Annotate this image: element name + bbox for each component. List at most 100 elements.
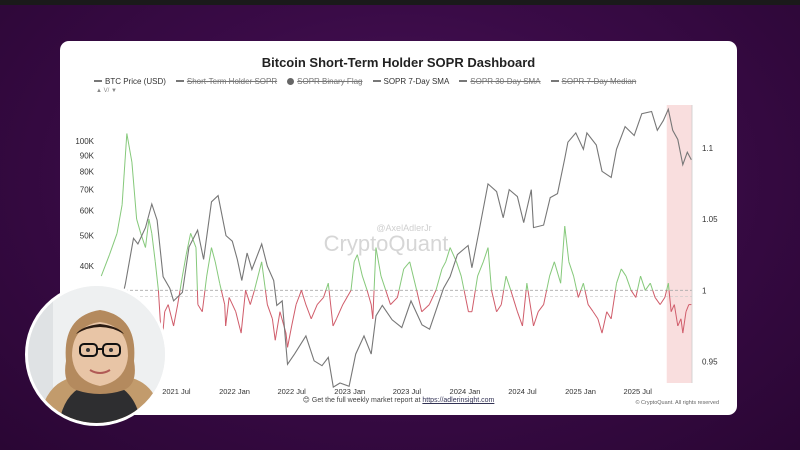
sma-segment [253,261,263,291]
chart-svg: CryptoQuant@AxelAdlerJr 100K 90K 80K 70K 60K 5… [75,105,718,401]
sma-segment [144,218,150,248]
footer-note: 😊 Get the full weekly market report at h… [60,396,737,404]
sma-segment [582,283,586,291]
sma-segment [601,311,608,334]
sma-segment [505,275,512,291]
sma-segment [416,290,423,312]
sma-segment [616,268,622,284]
sma-segment [510,290,518,312]
sma-segment [148,218,153,234]
sma-segment [372,290,375,319]
sma-segment [573,275,578,291]
sma-segment [235,311,242,334]
x-tick-label: 2025 Jul [624,387,653,396]
sma-segment [496,304,502,312]
sma-segment [206,247,212,277]
sma-segment [543,290,548,305]
webcam-overlay [25,283,168,426]
chart-card: Bitcoin Short-Term Holder SOPR Dashboard… [60,41,737,415]
sma-segment [228,297,237,312]
sma-segment [482,247,489,262]
sma-segment [197,304,203,312]
sma-segment [295,290,302,305]
legend-line-swatch [372,80,381,82]
sma-segment [366,290,372,305]
chart-legend: BTC Price (USD) Short-Term Holder SOPR S… [94,74,636,88]
sma-segment [526,283,529,291]
sma-segment [373,247,377,291]
sma-segment [654,297,661,305]
sma-segment [220,290,226,305]
left-tick-label: 90K [80,151,95,160]
sma-segment [398,268,405,291]
sma-segment [491,290,498,312]
left-tick-label: 70K [80,186,95,195]
sma-segment [664,290,668,298]
sma-segment [264,290,268,305]
sma-segment [614,283,618,291]
sma-segment [584,290,589,305]
sma-segment [332,318,337,327]
sma-segment [630,290,637,298]
sma-segment [179,275,183,291]
left-tick-label: 80K [80,167,95,176]
left-tick-label: 50K [80,232,95,241]
sma-segment [610,290,616,319]
x-tick-label: 2021 Jul [162,387,191,396]
sma-segment [474,275,479,291]
legend-label: SOPR 30-Day SMA [470,76,541,86]
scale-toggle[interactable]: ▲ V/ ▼ [96,88,117,94]
sma-segment [190,233,197,248]
sma-segment [403,261,411,270]
sma-segment [116,204,123,234]
sma-segment [463,290,469,312]
x-tick-label: 2022 Jul [277,387,306,396]
sma-segment [620,268,627,277]
sma-segment [300,290,307,305]
sma-segment [151,233,156,262]
sma-segment [287,325,293,348]
x-tick-label: 2024 Jul [508,387,537,396]
legend-line-swatch [94,80,102,82]
sma-segment [323,290,327,298]
sma-segment [305,304,312,320]
legend-item-btc-price[interactable]: BTC Price (USD) [94,77,166,86]
top-bar [0,0,800,5]
highlight-region [666,105,692,383]
right-tick-label: 0.95 [702,358,718,367]
legend-label: SOPR Binary Flag [297,76,363,86]
sma-segment [597,318,603,334]
sma-segment [576,290,579,298]
legend-item-sth-sopr[interactable]: Short-Term Holder SOPR [175,77,277,86]
x-tick-label: 2023 Jan [334,387,365,396]
sma-segment [500,290,505,305]
watermark: CryptoQuant [324,231,449,256]
sma-segment [580,283,584,291]
sma-segment [325,283,329,291]
sma-segment [328,290,334,327]
sma-segment [682,311,687,334]
sma-segment [455,261,462,277]
sma-segment [185,233,192,255]
sma-segment [157,290,162,327]
legend-item-binary-flag[interactable]: SOPR Binary Flag [287,76,363,86]
sma-segment [356,254,363,277]
sma-segment [167,304,175,327]
sma-segment [670,304,675,312]
legend-item-7day-median[interactable]: SOPR 7-Day Median [550,77,636,86]
legend-item-7day-sma[interactable]: SOPR 7-Day SMA [372,77,449,86]
sma-segment [285,333,289,348]
sma-segment [441,261,447,270]
sma-segment [181,254,187,277]
sma-segment [635,290,638,298]
sma-segment [291,304,297,327]
legend-dot-swatch [287,77,295,85]
sma-segment [100,254,110,277]
sma-segment [390,297,398,305]
sma-segment [380,275,387,291]
sma-segment [225,297,230,327]
smile-icon: 😊 [302,397,310,404]
legend-item-30day-sma[interactable]: SOPR 30-Day SMA [459,76,541,86]
footer-link[interactable]: https://adlerinsight.com [422,397,495,404]
sma-segment [477,261,484,277]
